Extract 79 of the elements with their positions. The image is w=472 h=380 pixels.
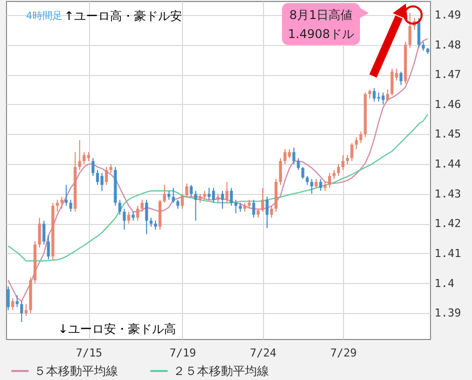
candlestick	[194, 190, 198, 222]
candlestick	[190, 184, 193, 198]
candlestick	[278, 158, 282, 186]
candlestick	[261, 187, 264, 212]
candlestick	[220, 190, 224, 210]
candlestick	[372, 88, 376, 102]
y-tick-label: 1.45	[434, 128, 461, 141]
candlestick	[82, 152, 86, 165]
candlestick	[341, 154, 344, 170]
candlestick	[408, 12, 412, 48]
candlestick	[64, 184, 68, 206]
candlestick	[78, 140, 82, 170]
candlestick	[100, 172, 104, 192]
candlestick	[24, 304, 28, 317]
candlestick	[60, 196, 64, 210]
candlestick	[270, 205, 274, 218]
candlestick	[38, 217, 41, 248]
candlestick	[6, 286, 10, 311]
annotation: ↑ユーロ高・豪ドル安	[64, 9, 182, 23]
candlestick	[96, 170, 100, 186]
candlestick	[252, 199, 256, 218]
candlestick	[336, 164, 340, 176]
candlestick	[118, 199, 122, 216]
candlestick	[417, 17, 420, 48]
candlestick	[359, 130, 362, 144]
y-tick-label: 1.48	[434, 38, 461, 52]
y-tick-label: 1.43	[434, 187, 461, 200]
y-tick-label: 1.41	[434, 246, 461, 260]
y-tick-label: 1.44	[434, 158, 462, 171]
candlestick	[172, 187, 175, 204]
candlestick	[225, 181, 228, 204]
line-series	[8, 38, 428, 302]
x-tick-label: 7/19	[170, 346, 196, 360]
candlestick	[310, 178, 314, 194]
candlestick	[296, 158, 300, 170]
candlestick	[266, 196, 269, 229]
y-tick-label: 1.4	[434, 276, 455, 290]
candlestick	[140, 199, 144, 212]
candlestick	[328, 172, 332, 188]
candlestick	[301, 166, 304, 180]
candlestick	[104, 166, 108, 186]
candlestick	[386, 89, 390, 102]
candlestick	[230, 187, 233, 206]
x-tick-label: 7/15	[76, 346, 102, 360]
candlestick	[319, 178, 322, 192]
candlestick	[180, 193, 184, 210]
candlestick	[20, 300, 24, 323]
y-tick-label: 1.47	[434, 68, 461, 82]
candlestick	[145, 199, 148, 235]
legend-label: ５本移動平均線	[34, 364, 118, 378]
y-tick-label: 1.49	[434, 8, 461, 22]
y-tick-label: 1.46	[434, 98, 461, 111]
candlestick	[69, 199, 72, 212]
annotation: 4時間足	[26, 10, 62, 22]
candlestick	[11, 298, 14, 311]
candlestick	[122, 208, 126, 230]
candlestick	[16, 294, 19, 308]
candlestick	[390, 68, 394, 96]
candlestick	[354, 136, 358, 150]
y-tick-label: 1.39	[434, 306, 461, 320]
line-series	[8, 114, 428, 262]
candlestick	[208, 187, 211, 200]
candlestick	[185, 182, 188, 198]
candlestick	[92, 158, 95, 176]
candlestick	[42, 220, 46, 246]
candlestick	[399, 71, 403, 86]
candlestick	[350, 142, 354, 162]
candlestick	[127, 211, 130, 224]
candlestick	[162, 184, 166, 204]
candlestick	[46, 235, 50, 260]
legend-label: ２５本移動平均線	[173, 364, 269, 378]
annotation: ↓ユーロ安・豪ドル高	[58, 322, 176, 336]
y-tick-label: 1.42	[434, 217, 461, 230]
candlestick	[56, 199, 59, 212]
x-tick-label: 7/29	[330, 346, 357, 360]
candlestick	[292, 147, 296, 165]
x-tick-label: 7/24	[250, 346, 277, 360]
candlestick	[234, 199, 238, 214]
candlestick	[136, 205, 140, 222]
